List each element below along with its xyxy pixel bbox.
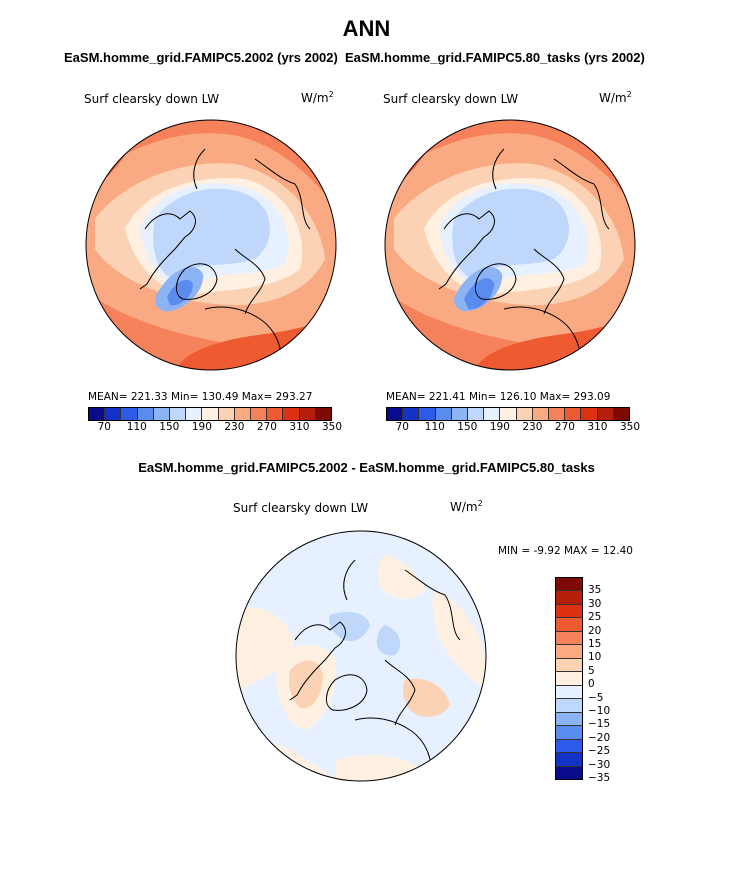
colorbar-swatch <box>556 645 582 659</box>
colorbar-swatch <box>89 408 106 420</box>
colorbar-swatch <box>556 739 582 754</box>
colorbar-swatch <box>153 408 171 420</box>
colorbar-tick-label: 230 <box>522 421 543 433</box>
panel2-variable-label: Surf clearsky down LW <box>383 92 519 106</box>
panel3-colorbar-ticks: 35 30 25 20 15 10 5 0 −5 −10 −15 −20 −25 −30 −35 <box>588 577 628 784</box>
colorbar-swatch <box>556 672 582 686</box>
colorbar-tick-label: 270 <box>554 421 575 433</box>
panel2-stats: MEAN= 221.41 Min= 126.10 Max= 293.09 <box>386 391 611 403</box>
panel1-title: EaSM.homme_grid.FAMIPC5.2002 (yrs 2002) <box>64 50 338 65</box>
colorbar-tick-label: 190 <box>191 421 212 433</box>
colorbar-tick-label: 30 <box>588 597 602 610</box>
panel1-units-label: W/m2 <box>301 90 334 105</box>
colorbar-swatch <box>556 766 582 780</box>
panel3-units-label: W/m2 <box>450 499 483 514</box>
colorbar-swatch <box>137 408 154 420</box>
colorbar-swatch <box>549 408 566 420</box>
colorbar-tick-label: 15 <box>588 637 602 650</box>
panel3-stats: MIN = -9.92 MAX = 12.40 <box>498 545 633 557</box>
panel2-title: EaSM.homme_grid.FAMIPC5.80_tasks (yrs 20… <box>345 50 645 65</box>
colorbar-swatch <box>565 408 582 420</box>
colorbar-swatch <box>283 408 300 420</box>
colorbar-tick-label: 230 <box>224 421 245 433</box>
colorbar-swatch <box>613 408 630 420</box>
colorbar-swatch <box>121 408 138 420</box>
colorbar-tick-label: −20 <box>588 731 611 744</box>
colorbar-swatch <box>500 408 517 420</box>
colorbar-swatch <box>218 408 235 420</box>
colorbar-tick-label: 150 <box>159 421 180 433</box>
panel1-polar-map <box>85 119 337 371</box>
panel1-stats: MEAN= 221.33 Min= 130.49 Max= 293.27 <box>88 391 313 403</box>
colorbar-swatch <box>532 408 550 420</box>
panel2-colorbar: 70 110 150 190 230 270 310 350 <box>386 407 640 435</box>
colorbar-swatch <box>419 408 436 420</box>
colorbar-tick-label: −5 <box>588 691 604 704</box>
colorbar-swatch <box>556 726 582 740</box>
panel3-colorbar <box>555 577 583 780</box>
colorbar-swatch <box>556 712 582 727</box>
colorbar-tick-label: 20 <box>588 624 602 637</box>
colorbar-tick-label: 110 <box>424 421 445 433</box>
colorbar-swatch <box>315 408 332 420</box>
colorbar-tick-label: 70 <box>395 421 409 433</box>
colorbar-swatch <box>556 604 582 619</box>
colorbar-swatch <box>556 618 582 632</box>
colorbar-swatch <box>202 408 219 420</box>
colorbar-swatch <box>234 408 252 420</box>
colorbar-tick-label: 190 <box>489 421 510 433</box>
colorbar-swatch <box>484 408 501 420</box>
colorbar-swatch <box>403 408 420 420</box>
panel2-polar-map <box>384 119 636 371</box>
colorbar-swatch <box>597 408 614 420</box>
colorbar-swatch <box>186 408 203 420</box>
colorbar-swatch <box>556 658 582 673</box>
colorbar-swatch <box>468 408 485 420</box>
colorbar-tick-label: −30 <box>588 758 611 771</box>
colorbar-swatch <box>387 408 404 420</box>
colorbar-swatch <box>556 685 582 700</box>
colorbar-swatch <box>170 408 187 420</box>
colorbar-tick-label: −25 <box>588 745 611 758</box>
colorbar-tick-label: −35 <box>588 772 611 784</box>
colorbar-tick-label: −10 <box>588 704 611 717</box>
colorbar-swatch <box>556 578 582 592</box>
colorbar-tick-label: 350 <box>321 421 343 433</box>
colorbar-tick-label: 10 <box>588 651 602 664</box>
panel3-title: EaSM.homme_grid.FAMIPC5.2002 - EaSM.homm… <box>138 460 595 475</box>
colorbar-swatch <box>556 753 582 767</box>
colorbar-swatch <box>516 408 533 420</box>
colorbar-swatch <box>556 699 582 713</box>
colorbar-tick-label: 310 <box>289 421 310 433</box>
colorbar-tick-label: 25 <box>588 611 602 624</box>
colorbar-swatch <box>105 408 122 420</box>
panel1-colorbar: 70 110 150 190 230 270 310 350 <box>88 407 342 435</box>
colorbar-swatch <box>581 408 598 420</box>
colorbar-tick-label: 270 <box>256 421 277 433</box>
colorbar-tick-label: 70 <box>97 421 111 433</box>
colorbar-tick-label: 5 <box>588 664 595 677</box>
figure-title: ANN <box>342 16 391 41</box>
colorbar-swatch <box>556 631 582 646</box>
colorbar-swatch <box>267 408 284 420</box>
colorbar-tick-label: 350 <box>619 421 641 433</box>
panel3-polar-map <box>235 530 487 782</box>
colorbar-tick-label: 0 <box>588 678 595 691</box>
colorbar-swatch <box>251 408 268 420</box>
colorbar-tick-label: 150 <box>457 421 478 433</box>
colorbar-tick-label: 310 <box>587 421 608 433</box>
colorbar-tick-label: −15 <box>588 718 611 731</box>
panel2-units-label: W/m2 <box>599 90 632 105</box>
colorbar-swatch <box>556 591 582 605</box>
colorbar-tick-label: 110 <box>126 421 147 433</box>
panel1-variable-label: Surf clearsky down LW <box>84 92 220 106</box>
colorbar-swatch <box>435 408 452 420</box>
colorbar-swatch <box>299 408 316 420</box>
colorbar-tick-label: 35 <box>588 584 602 597</box>
colorbar-swatch <box>451 408 469 420</box>
panel3-variable-label: Surf clearsky down LW <box>233 501 369 515</box>
